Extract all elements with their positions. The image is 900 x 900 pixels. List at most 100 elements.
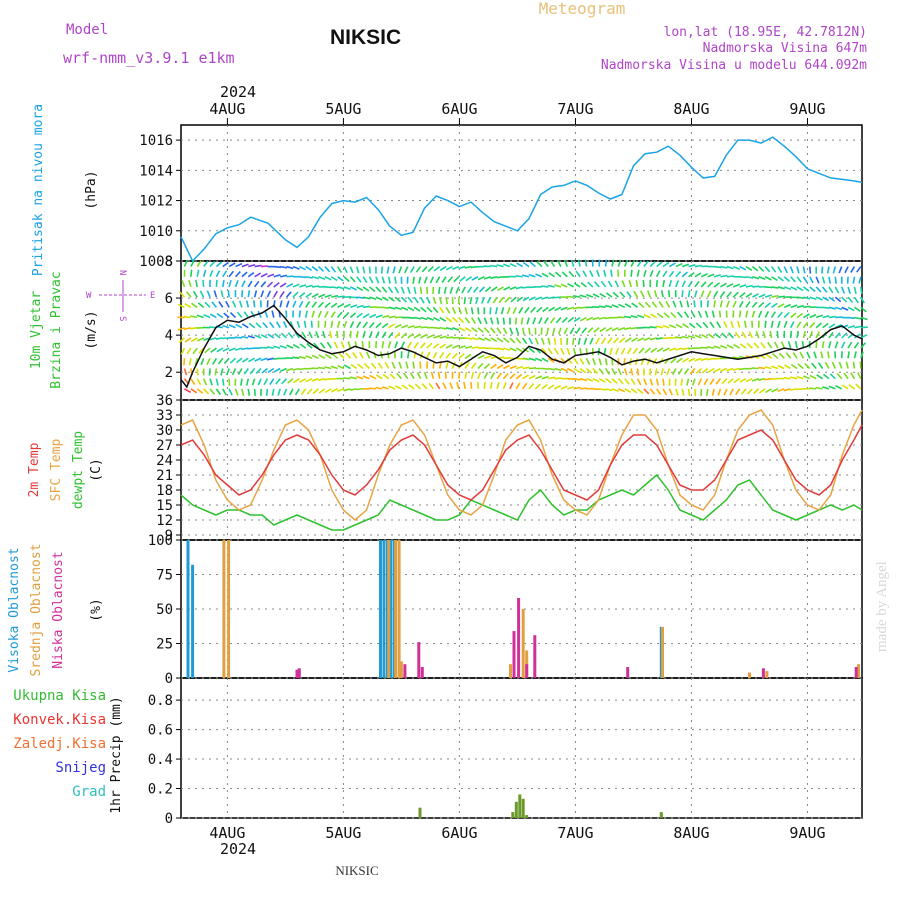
wind-arrow: [215, 279, 218, 288]
wind-arrow: [790, 376, 798, 380]
wind-arrow: [413, 306, 421, 312]
wind-arrow: [858, 276, 862, 284]
wind-arrow: [509, 373, 516, 380]
mid-cloud-bar: [222, 540, 226, 678]
wind-arrow: [626, 347, 632, 355]
wind-arrow: [526, 317, 530, 325]
wind-arrow: [855, 383, 862, 390]
wind-arrow: [815, 341, 818, 349]
wind-arrow: [541, 375, 549, 380]
wind-arrow: [324, 377, 332, 381]
wind-arrow: [655, 337, 664, 340]
wind-arrow: [815, 276, 820, 284]
wind-arrow: [713, 282, 721, 288]
wind-arrow: [498, 296, 505, 304]
y-tick-label: 30: [156, 423, 173, 439]
wind-arrow: [739, 275, 747, 279]
wind-arrow: [331, 286, 339, 289]
y-tick-label: 75: [156, 568, 173, 584]
wind-arrow: [196, 368, 199, 376]
wind-arrow: [713, 345, 721, 349]
wind-arrow: [596, 269, 600, 278]
wind-arrow: [183, 358, 186, 366]
date-label-top: 4AUG: [209, 100, 245, 118]
wind-arrow: [299, 275, 307, 279]
wind-arrow: [452, 265, 460, 270]
wind-arrow: [681, 263, 690, 268]
wind-arrow: [695, 322, 702, 329]
wind-arrow: [587, 327, 594, 334]
y-tick-label: 27: [156, 438, 173, 454]
wind-arrow: [305, 284, 313, 288]
wind-arrow: [414, 325, 422, 329]
wind-arrow: [809, 331, 814, 339]
precip-bar: [511, 812, 515, 818]
wind-arrow: [528, 347, 536, 354]
wind-arrow: [407, 286, 411, 294]
wind-arrow: [709, 321, 715, 329]
wind-arrow: [306, 388, 313, 395]
wind-arrow: [343, 276, 350, 282]
wind-arrow: [279, 367, 287, 373]
precip-bar: [659, 812, 663, 818]
wind-arrow: [215, 261, 223, 268]
wind-arrow: [829, 373, 836, 380]
wind-arrow: [598, 358, 602, 366]
wind-arrow: [471, 346, 479, 349]
product-title: Meteogram: [539, 0, 626, 18]
wind-arrow: [687, 347, 696, 350]
wind-arrow: [389, 373, 396, 380]
wind-arrow: [726, 291, 733, 298]
wind-arrow: [828, 286, 834, 294]
wind-arrow: [234, 336, 242, 339]
wind-arrow: [611, 358, 614, 366]
wind-arrow: [688, 357, 696, 363]
coords-label: lon,lat (18.95E, 42.7812N): [664, 25, 868, 40]
wind-arrow: [442, 382, 447, 390]
wind-arrow: [273, 281, 280, 288]
wind-arrow: [694, 357, 702, 362]
wind-arrow: [220, 290, 224, 298]
wind-arrow: [426, 306, 433, 313]
wind-arrow: [745, 292, 753, 298]
wind-arrow: [689, 367, 696, 375]
wind-arrow: [477, 362, 484, 370]
wind-arrow: [338, 352, 345, 359]
wind-arrow: [675, 388, 679, 396]
wind-speed-line: [180, 304, 863, 389]
wind-arrow: [356, 296, 364, 299]
wind-arrow: [639, 290, 645, 298]
y-tick-label: 1016: [139, 133, 173, 149]
wind-arrow: [464, 353, 472, 359]
wind-arrow: [285, 291, 292, 298]
wind-arrow: [573, 295, 581, 298]
wind-arrow: [439, 316, 447, 322]
wind-arrow: [502, 382, 507, 390]
wind-arrow: [611, 304, 619, 309]
high-cloud-label: Visoka Oblacnost: [7, 547, 22, 672]
wind-arrow: [649, 260, 656, 268]
wind-arrow: [720, 367, 728, 372]
wind-arrow: [773, 341, 779, 349]
wind-arrow: [668, 279, 673, 288]
wind-arrow: [317, 301, 324, 308]
wind-arrow: [296, 320, 301, 328]
mid-cloud-bar: [387, 540, 391, 678]
wind-arrow: [670, 312, 677, 319]
wind-arrow: [477, 371, 482, 379]
wind-arrow: [592, 377, 600, 383]
wind-arrow: [744, 320, 747, 328]
wind-arrow: [400, 286, 405, 294]
wind-arrow: [430, 371, 435, 379]
wind-arrow: [202, 260, 209, 268]
wind-arrow: [796, 330, 800, 339]
wind-arrow: [216, 312, 224, 319]
wind-arrow: [809, 322, 816, 329]
wind-arrow: [573, 282, 581, 288]
wind-arrow: [503, 347, 511, 352]
wind-arrow: [541, 272, 549, 278]
wind-arrow: [633, 290, 639, 298]
mid-cloud-label: Srednja Oblacnost: [29, 543, 44, 676]
wind-arrow: [421, 383, 428, 390]
wind-arrow: [340, 341, 345, 349]
